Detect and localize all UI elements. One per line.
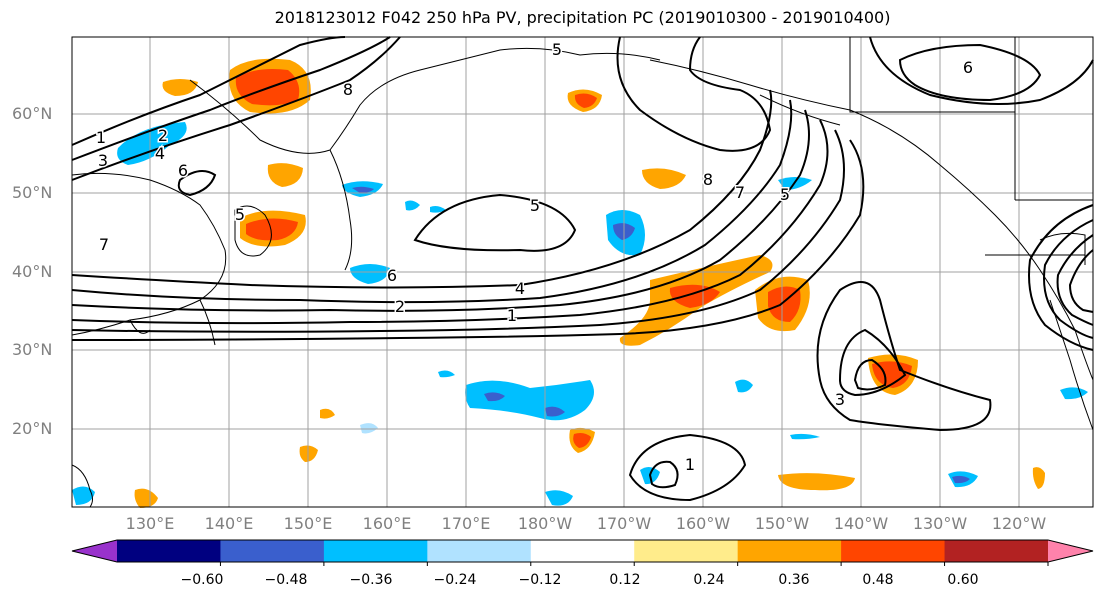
- precip-anomaly-fills: [72, 58, 1088, 508]
- colorbar-tick-label: −0.12: [518, 572, 562, 588]
- colorbar-tick-label: 0.48: [862, 572, 894, 588]
- colorbar-tick-label: −0.60: [180, 572, 224, 588]
- contour-label: 7: [99, 235, 109, 254]
- contour-label: 8: [703, 170, 713, 189]
- contour-label: 1: [507, 306, 517, 325]
- colorbar-segment: [634, 540, 739, 562]
- colorbar-segment: [220, 540, 325, 562]
- contour-label: 4: [515, 279, 525, 298]
- pv-contours: [71, 36, 1094, 502]
- contour-label: 5: [530, 196, 540, 215]
- contour-label: 4: [155, 144, 165, 163]
- colorbar-tick-label: −0.48: [264, 572, 308, 588]
- colorbar-outline: [71, 539, 1094, 563]
- lon-label-130w: 130°W: [912, 514, 968, 533]
- colorbar-segment: [117, 540, 221, 562]
- colorbar-tick-label: −0.36: [349, 572, 393, 588]
- colorbar-segment: [944, 540, 1049, 562]
- contour-label: 6: [178, 161, 188, 180]
- graticule: [72, 37, 1093, 507]
- lat-label-20n: 20°N: [12, 419, 53, 438]
- colorbar-tick-label: 0.24: [693, 572, 725, 588]
- lon-label-160w: 160°W: [675, 514, 731, 533]
- colorbar-tick-label: 0.60: [947, 572, 979, 588]
- contour-label: 5: [235, 205, 245, 224]
- colorbar-extend-max: [1048, 540, 1093, 562]
- contour-label: 8: [343, 80, 353, 99]
- contour-label: 6: [963, 58, 973, 77]
- lat-label-60n: 60°N: [12, 104, 53, 123]
- contour-label: 1: [96, 128, 106, 147]
- colorbar-tick-label: 0.36: [778, 572, 810, 588]
- colorbar-tick-label: 0.12: [609, 572, 641, 588]
- lat-label-30n: 30°N: [12, 340, 53, 359]
- lon-label-180w: 180°W: [517, 514, 573, 533]
- colorbar-segment: [427, 540, 532, 562]
- lon-label-120w: 120°W: [991, 514, 1047, 533]
- colorbar-extend-min: [72, 540, 117, 562]
- lon-label-160e: 160°E: [362, 514, 412, 533]
- lon-label-170w: 170°W: [596, 514, 652, 533]
- lon-label-150e: 150°E: [283, 514, 333, 533]
- colorbar-segment: [841, 540, 946, 562]
- lon-label-140w: 140°W: [833, 514, 889, 533]
- contour-label: 6: [387, 266, 397, 285]
- lon-label-170e: 170°E: [441, 514, 491, 533]
- contour-label: 1: [685, 455, 695, 474]
- coastlines: [71, 37, 1094, 508]
- contour-label: 7: [735, 183, 745, 202]
- contour-label: 3: [98, 151, 108, 170]
- lon-label-130e: 130°E: [125, 514, 175, 533]
- colorbar-segment: [737, 540, 842, 562]
- contour-label: 2: [395, 297, 405, 316]
- contour-label: 5: [552, 40, 562, 59]
- contour-label: 3: [835, 390, 845, 409]
- contour-label: 2: [158, 126, 168, 145]
- lat-label-40n: 40°N: [12, 262, 53, 281]
- lat-label-50n: 50°N: [12, 183, 53, 202]
- colorbar-segment: [530, 540, 635, 562]
- contour-label: 5: [780, 185, 790, 204]
- lon-label-140e: 140°E: [204, 514, 254, 533]
- colorbar-segment: [323, 540, 428, 562]
- colorbar-tick-label: −0.24: [433, 572, 477, 588]
- colorbar: [71, 539, 1094, 566]
- map-frame: [71, 36, 1094, 508]
- lon-label-150w: 150°W: [754, 514, 810, 533]
- map-title: 2018123012 F042 250 hPa PV, precipitatio…: [274, 8, 891, 27]
